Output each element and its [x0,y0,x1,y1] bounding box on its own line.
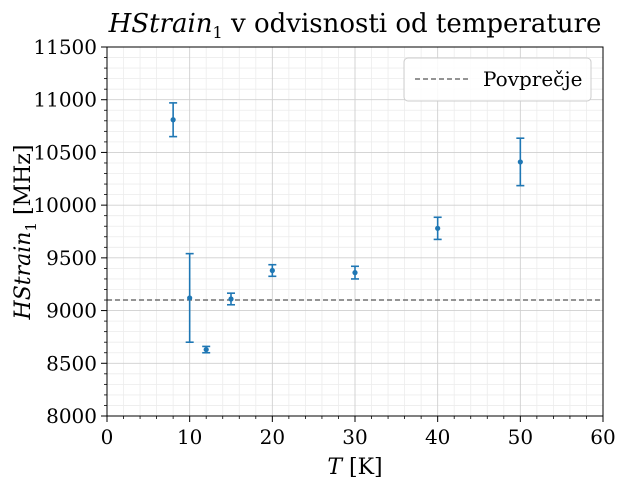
major-grid [106,46,604,417]
x-tick-label: 10 [177,425,202,449]
x-tick-label: 0 [101,425,114,449]
data-point [352,270,358,276]
chart-title: HStrain1 v odvisnosti od temperature [108,9,602,42]
data-point [269,267,275,274]
data-points [169,102,525,354]
y-tick-label: 11500 [33,35,97,59]
x-ticks: 0 10 20 30 40 50 60 [101,416,616,449]
y-tick-label: 10000 [33,193,97,217]
data-point [170,117,176,123]
y-axis-label: HStrain1 [MHz] [11,145,40,321]
x-tick-label: 60 [590,425,615,449]
y-tick-label: 10500 [33,140,97,164]
y-ticks: 8000 8500 9000 9500 10000 10500 11000 11500 [33,35,107,428]
y-tick-label: 11000 [33,88,97,112]
y-tick-label: 9000 [46,299,97,323]
legend-box [403,57,592,102]
data-point [203,346,209,353]
x-tick-label: 40 [425,425,450,449]
x-tick-label: 50 [508,425,533,449]
y-tick-label: 8000 [46,404,97,428]
data-point [435,225,441,231]
x-tick-label: 20 [260,425,285,449]
x-tick-label: 30 [342,425,367,449]
legend: Povprečje [403,57,592,102]
legend-label: Povprečje [483,67,582,91]
y-tick-label: 8500 [46,351,97,375]
data-point [228,296,234,302]
x-axis-label: T [K] [327,455,382,480]
data-point [187,295,193,301]
data-point [517,159,523,165]
y-tick-label: 9500 [46,246,97,270]
